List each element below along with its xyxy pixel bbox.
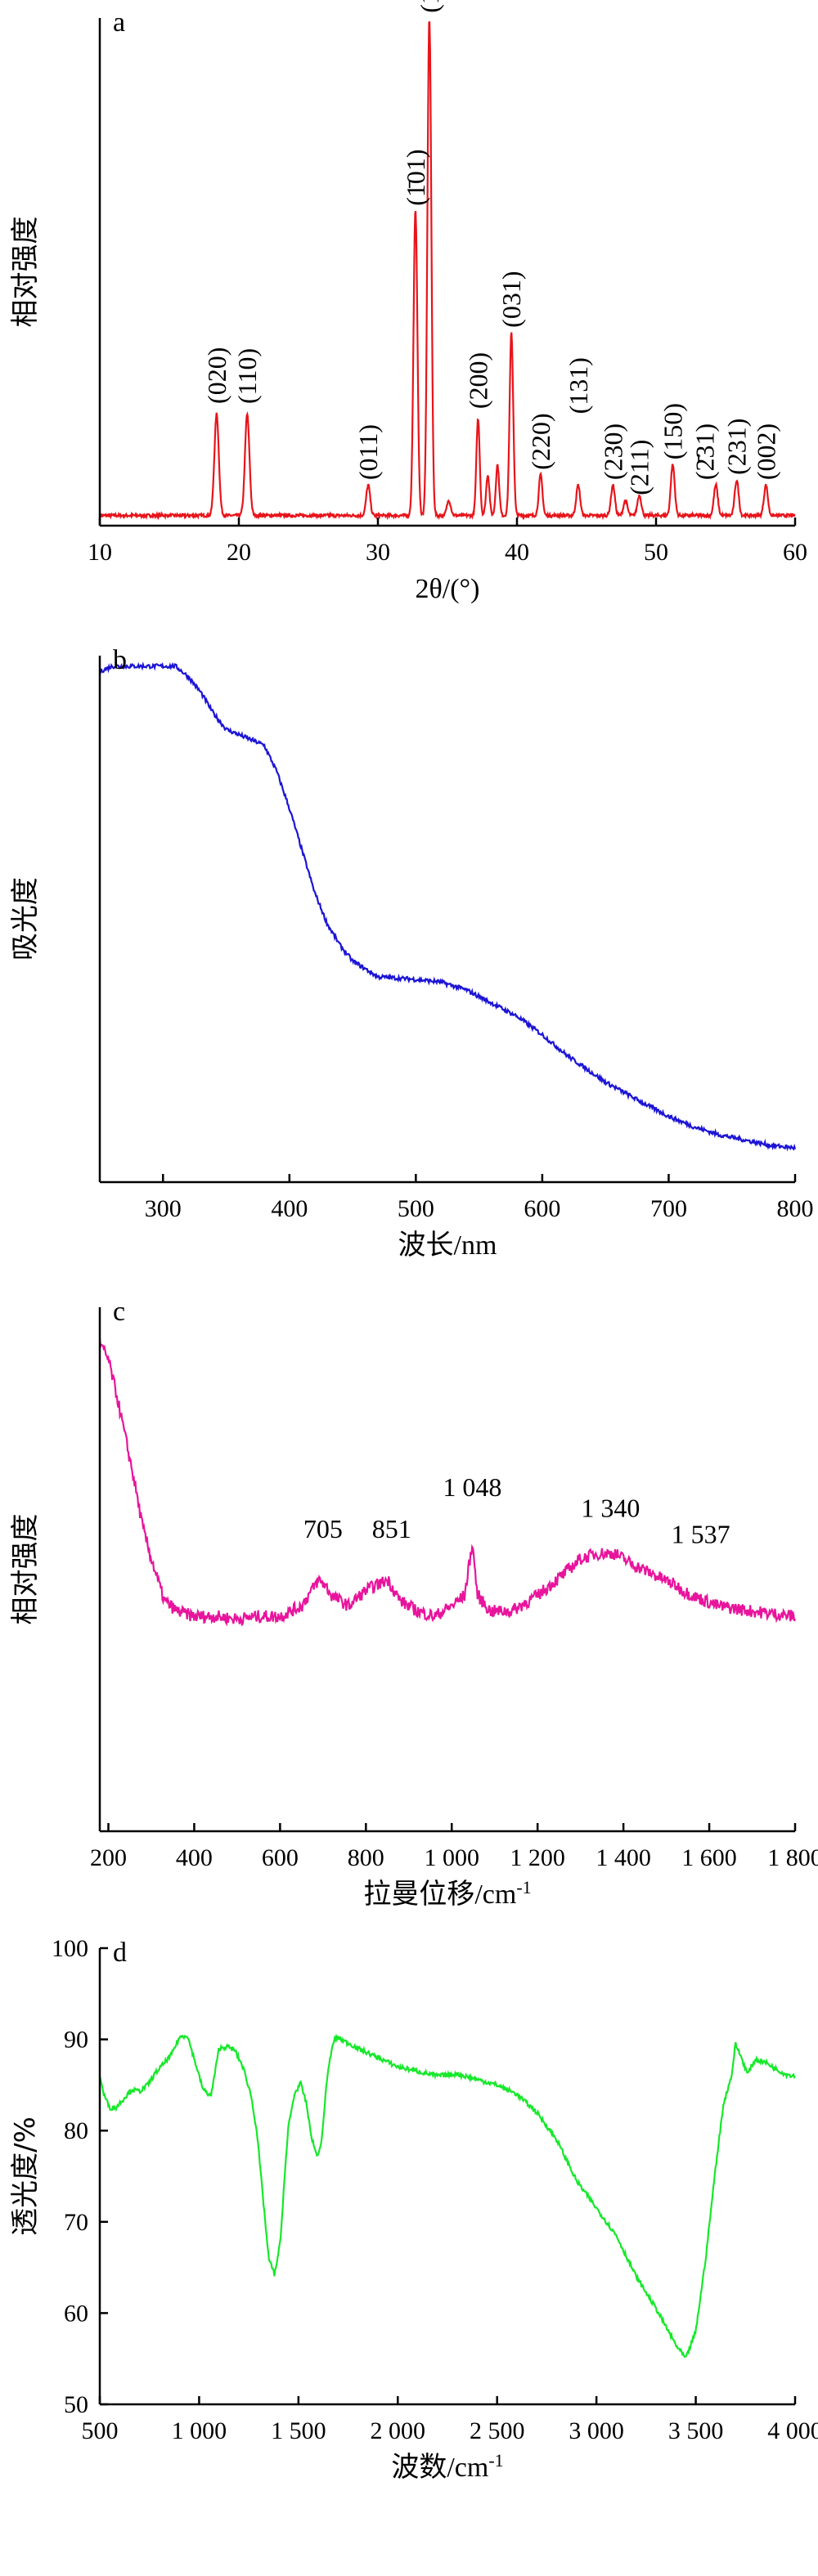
- peak-annotation: (011): [353, 424, 383, 480]
- x-tick-label: 20: [227, 539, 251, 566]
- panel-d: 500 1 000 1 500 2 000 2 500 3 000 3 500 4 000 50…: [9, 1935, 818, 2483]
- peak-annotation: (231): [722, 419, 752, 475]
- peak-annotation: (110): [232, 348, 262, 404]
- x-tick-label: 700: [650, 1195, 687, 1222]
- x-tick-label: 1 500: [271, 2417, 326, 2444]
- peak-annotation: (1̄30): [415, 0, 444, 13]
- y-tick-label: 70: [64, 2209, 88, 2236]
- peak-annotation: (020): [202, 347, 231, 404]
- x-tick-label: 30: [366, 539, 390, 566]
- x-tick-label: 500: [82, 2417, 119, 2444]
- x-tick-label: 3 500: [668, 2417, 724, 2444]
- y-tick-label: 80: [64, 2117, 88, 2144]
- peak-annotation: (031): [497, 271, 526, 327]
- x-tick-label: 2 500: [470, 2417, 525, 2444]
- y-tick-label: 90: [64, 2027, 88, 2054]
- series-line-d: [98, 2033, 796, 2359]
- x-axis-label: 2θ/(°): [416, 574, 480, 604]
- x-tick-label: 40: [505, 539, 529, 566]
- peak-annotation: (131): [564, 357, 593, 414]
- x-axis-label: 拉曼位移/cm-1: [363, 1877, 531, 1911]
- panel-letter: a: [113, 7, 125, 38]
- x-tick-label: 300: [145, 1195, 182, 1222]
- x-tick-label: 1 200: [510, 1844, 565, 1871]
- peak-annotation: (211): [625, 440, 654, 495]
- x-tick-label: 4 000: [767, 2417, 818, 2444]
- x-tick-label: 800: [777, 1195, 814, 1222]
- panel-letter: b: [113, 645, 127, 675]
- y-axis-label: 相对强度: [9, 1514, 42, 1625]
- peak-annotation: (230): [598, 423, 627, 480]
- x-tick-label: 500: [398, 1195, 434, 1222]
- x-tick-label: 1 600: [681, 1844, 737, 1871]
- x-tick-label: 200: [90, 1844, 127, 1871]
- peak-annotation: (1̄01): [401, 149, 430, 205]
- x-axis-label: 波长/nm: [398, 1230, 497, 1261]
- x-tick-label: 2 000: [371, 2417, 426, 2444]
- x-tick-label: 60: [783, 539, 807, 566]
- x-tick-label: 1 400: [596, 1844, 651, 1871]
- x-tick-label: 800: [348, 1844, 384, 1871]
- x-tick-label: 600: [524, 1195, 560, 1222]
- peak-annotation: (2̄31): [690, 423, 720, 480]
- y-axis-label: 相对强度: [9, 217, 42, 328]
- x-tick-label: 3 000: [569, 2417, 624, 2444]
- x-tick-label: 400: [176, 1844, 213, 1871]
- panel-a: 10 20 30 40 50 60 a 2θ/(°) 相对强度 (020) (110) (011) (1…: [9, 0, 807, 604]
- x-tick-label: 400: [271, 1195, 308, 1222]
- panel-b: 300 400 500 600 700 800 b 波长/nm 吸光度: [9, 645, 814, 1261]
- x-tick-label: 600: [262, 1844, 299, 1871]
- peak-annotation: 851: [372, 1514, 411, 1543]
- x-axis-label: 波数/cm-1: [391, 2450, 503, 2484]
- y-tick-label: 50: [64, 2391, 88, 2418]
- x-tick-label: 1 000: [424, 1844, 479, 1871]
- panel-letter: c: [113, 1297, 125, 1327]
- peak-annotation: 1 537: [672, 1519, 730, 1548]
- y-axis-label: 透光度/%: [9, 2117, 42, 2236]
- y-axis-label: 吸光度: [9, 877, 42, 961]
- peak-annotation: (002): [751, 423, 780, 480]
- x-tick-label: 50: [644, 539, 668, 566]
- series-line-b: [99, 661, 797, 1152]
- peak-annotation: (150): [658, 403, 687, 459]
- peak-annotation: 705: [303, 1514, 343, 1543]
- panel-c: 200 400 600 800 1 000 1 200 1 400 1 600 1 800 c 拉曼…: [9, 1297, 818, 1910]
- x-tick-label: 1 000: [172, 2417, 227, 2444]
- y-tick-label: 100: [52, 1935, 88, 1962]
- panel-letter: d: [113, 1938, 127, 1968]
- peak-annotation: (220): [526, 413, 555, 469]
- series-line-c: [98, 1339, 797, 1627]
- peak-annotation: (200): [463, 352, 492, 409]
- peak-annotation: 1 048: [443, 1472, 501, 1502]
- y-tick-label: 60: [64, 2300, 88, 2327]
- series-line-a: [98, 20, 796, 521]
- peak-annotation: 1 340: [581, 1493, 640, 1522]
- x-tick-label: 10: [88, 539, 112, 566]
- x-tick-label: 1 800: [767, 1844, 818, 1871]
